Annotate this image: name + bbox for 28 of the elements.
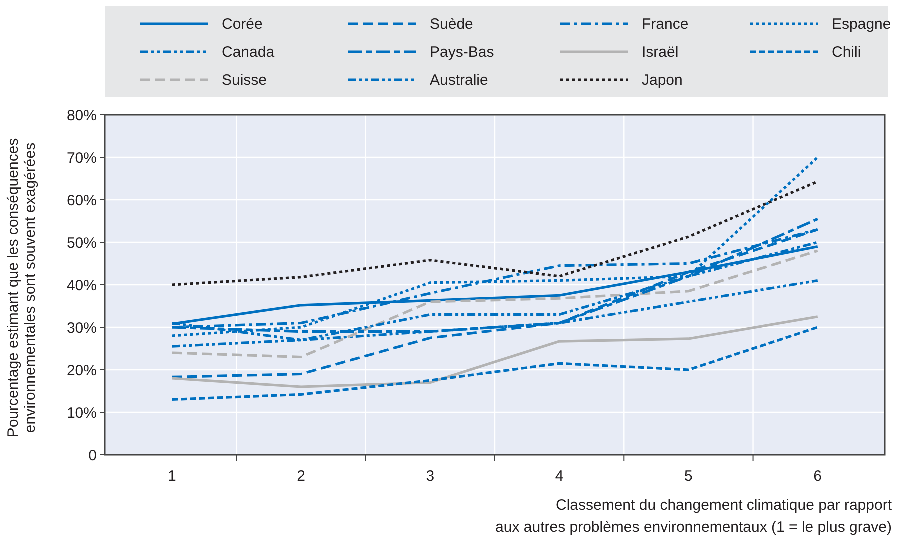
x-tick-label: 5 <box>684 468 693 485</box>
legend-label: Suède <box>430 16 474 33</box>
legend-label: Suisse <box>222 72 268 89</box>
legend-label: Pays-Bas <box>430 44 494 61</box>
legend-label: Canada <box>222 44 276 61</box>
legend-label: Chili <box>832 44 862 61</box>
x-tick-label: 3 <box>426 468 435 485</box>
y-tick-label: 0 <box>88 447 97 464</box>
x-tick-label: 1 <box>168 468 176 485</box>
y-tick-label: 40% <box>66 277 97 294</box>
x-tick-label: 4 <box>555 468 564 485</box>
legend-label: Australie <box>430 72 488 89</box>
y-tick-label: 50% <box>66 234 97 252</box>
y-tick-label: 80% <box>66 107 97 124</box>
y-axis-title: Pourcentage estimant que les conséquences environnementales sont souvent exagérées <box>5 138 39 438</box>
y-tick-label: 10% <box>66 404 97 422</box>
legend-label: Corée <box>222 16 263 33</box>
legend-label: Japon <box>642 72 683 89</box>
x-tick-label: 2 <box>297 468 306 485</box>
y-tick-label: 30% <box>66 320 97 337</box>
legend-label: France <box>642 16 689 33</box>
y-tick-label: 70% <box>66 150 97 167</box>
y-tick-label: 60% <box>66 192 97 210</box>
legend-label: Israël <box>642 44 679 61</box>
y-tick-label: 20% <box>66 362 97 380</box>
x-tick-label: 6 <box>814 468 822 485</box>
x-axis-title: Classement du changement climatique par rapport aux autres problèmes environnementaux (1 = le plus grave) <box>496 497 893 536</box>
legend-label: Espagne <box>832 16 892 33</box>
